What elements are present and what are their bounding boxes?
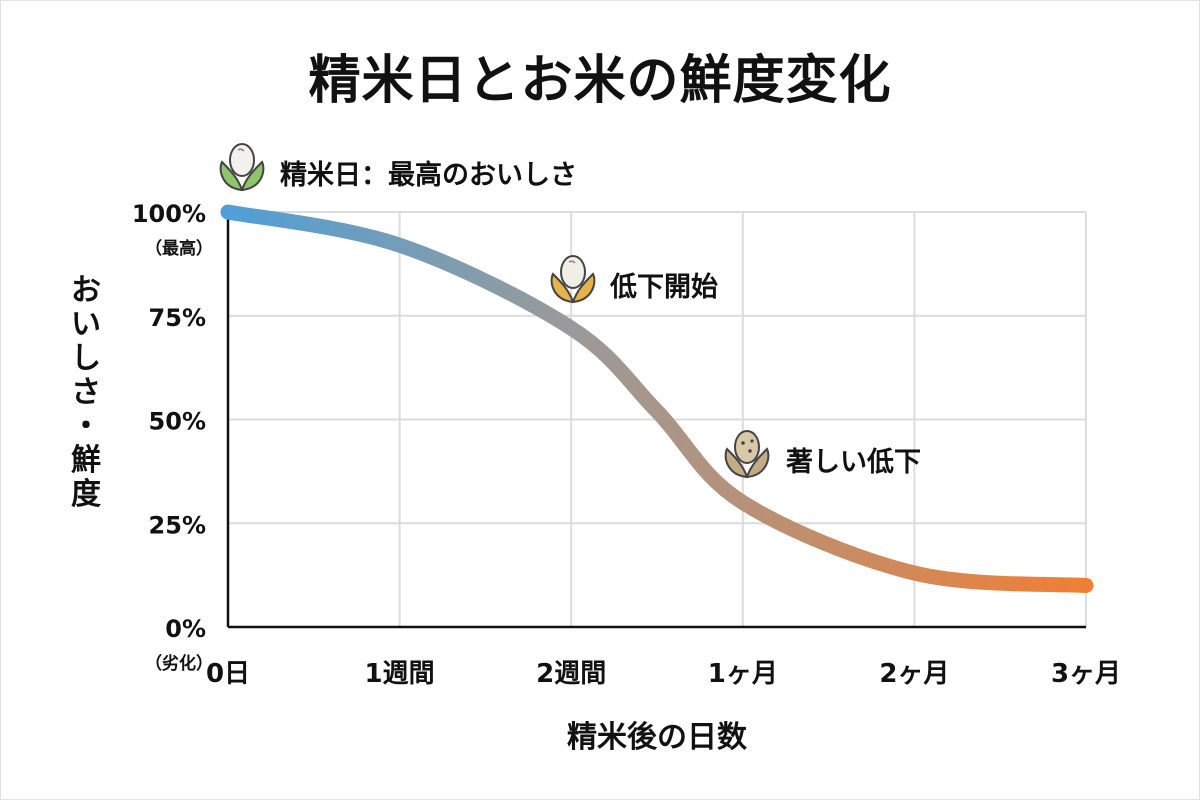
annotation-label: 精米日：最高のおいしさ bbox=[280, 159, 577, 191]
fresh-rice-icon bbox=[219, 143, 265, 192]
annotation-label: 著しい低下 bbox=[786, 447, 921, 478]
y-tick-sublabel: （劣化） bbox=[145, 653, 213, 674]
y-tick-label: 50% bbox=[149, 408, 206, 436]
y-tick-sublabel: （最高） bbox=[145, 238, 213, 259]
x-tick-label: 2週間 bbox=[536, 659, 606, 689]
x-tick-label: 1ヶ月 bbox=[708, 659, 778, 689]
x-tick-label: 1週間 bbox=[365, 659, 435, 689]
aging-rice-icon bbox=[550, 255, 596, 304]
x-tick-label: 2ヶ月 bbox=[879, 659, 949, 689]
y-tick-label: 100% bbox=[132, 200, 206, 228]
old-rice-icon bbox=[724, 430, 770, 479]
x-tick-label: 3ヶ月 bbox=[1051, 659, 1121, 689]
y-tick-label: 75% bbox=[149, 304, 206, 332]
chart-title: 精米日とお米の鮮度変化 bbox=[308, 51, 892, 111]
y-tick-label: 0% bbox=[165, 615, 206, 643]
x-axis-title: 精米後の日数 bbox=[567, 720, 748, 755]
annotation-label: 低下開始 bbox=[609, 271, 718, 303]
x-tick-label: 0日 bbox=[206, 659, 250, 689]
freshness-curve bbox=[220, 204, 1094, 593]
y-tick-label: 25% bbox=[149, 511, 206, 539]
y-axis-title: おいしさ・鮮度 bbox=[71, 273, 101, 512]
